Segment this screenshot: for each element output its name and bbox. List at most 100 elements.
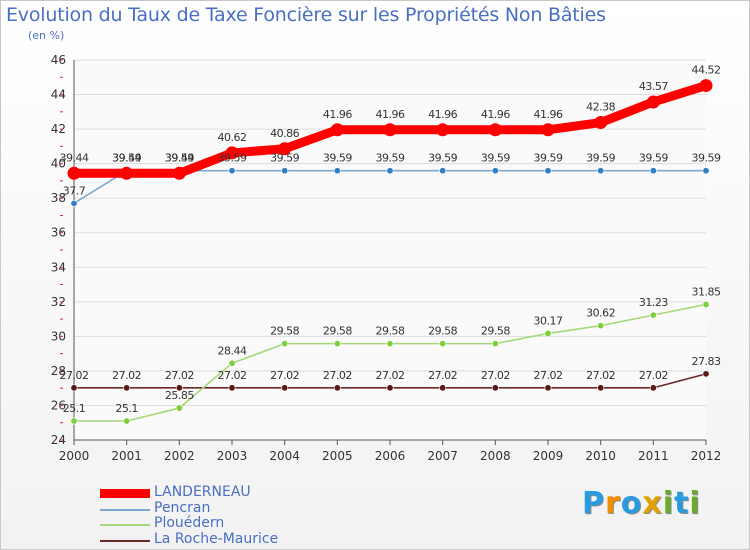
data-point <box>597 322 605 330</box>
logo-letter: t <box>674 486 690 521</box>
x-tick-label: 2007 <box>427 449 458 463</box>
data-label: 25.85 <box>165 389 194 402</box>
data-point <box>544 384 552 392</box>
y-tick-label: 32 <box>51 295 66 309</box>
x-tick-label: 2002 <box>164 449 195 463</box>
data-label: 39.59 <box>428 152 457 165</box>
data-label: 29.58 <box>481 325 510 338</box>
series-lines <box>67 79 713 425</box>
data-label: 27.02 <box>60 369 89 382</box>
data-point <box>702 370 710 378</box>
data-point <box>123 384 131 392</box>
chart-title: Evolution du Taux de Taxe Foncière sur l… <box>6 4 606 26</box>
data-label: 37.7 <box>63 184 86 197</box>
data-label: 27.02 <box>534 369 563 382</box>
data-label: 29.58 <box>428 325 457 338</box>
data-point <box>330 123 344 137</box>
data-label: 39.59 <box>639 152 668 165</box>
data-point <box>281 340 289 348</box>
data-point <box>439 384 447 392</box>
data-label: 25.1 <box>115 402 138 415</box>
x-tick-label: 2005 <box>322 449 353 463</box>
data-label: 29.58 <box>323 325 352 338</box>
data-label: 29.58 <box>376 325 405 338</box>
data-point <box>439 167 447 175</box>
y-tick-label: 28 <box>51 364 66 378</box>
data-label: 25.1 <box>63 402 86 415</box>
data-point <box>488 123 502 137</box>
legend-swatch <box>100 508 150 511</box>
data-label: 31.23 <box>639 296 668 309</box>
y-tick-label: 46 <box>51 53 66 67</box>
legend-label: La Roche-Maurice <box>154 530 279 547</box>
data-point <box>70 199 78 207</box>
data-label: 27.02 <box>112 369 141 382</box>
y-tick-label: 38 <box>51 191 66 205</box>
data-label: 39.59 <box>165 152 194 165</box>
data-point <box>70 417 78 425</box>
data-point <box>594 116 608 130</box>
unit-label: (en %) <box>28 29 65 42</box>
data-label: 39.59 <box>376 152 405 165</box>
data-point <box>225 146 239 160</box>
data-label: 27.02 <box>428 369 457 382</box>
x-tick-label: 2011 <box>638 449 669 463</box>
data-label: 27.02 <box>639 369 668 382</box>
data-point <box>597 384 605 392</box>
data-label: 28.44 <box>218 344 247 357</box>
data-label: 31.85 <box>692 285 721 298</box>
data-point <box>649 167 657 175</box>
data-point <box>491 167 499 175</box>
data-point <box>702 300 710 308</box>
y-tick-label: 42 <box>51 122 66 136</box>
data-point <box>228 359 236 367</box>
data-label: 39.44 <box>112 151 141 164</box>
data-label: 30.62 <box>586 307 615 320</box>
data-labels: 39.44 39.44 39.44 40.62 40.86 41.96 41.96 41.96… <box>60 64 722 415</box>
logo-letter: i <box>689 486 701 521</box>
legend-swatch <box>100 489 150 498</box>
data-point <box>491 384 499 392</box>
legend-swatch <box>100 539 150 542</box>
data-point <box>699 79 713 93</box>
logo-letter: P <box>582 486 605 521</box>
y-tick-label: 26 <box>51 398 66 412</box>
data-point <box>383 123 397 137</box>
data-label: 40.62 <box>218 131 247 144</box>
x-tick-label: 2001 <box>111 449 142 463</box>
y-tick-label: 24 <box>51 433 66 447</box>
data-label: 40.86 <box>270 127 299 140</box>
data-label: 42.38 <box>586 101 615 114</box>
logo-letter: o <box>620 486 643 521</box>
data-label: 39.59 <box>481 152 510 165</box>
x-tick-label: 2008 <box>480 449 511 463</box>
logo-letter: x <box>642 486 663 521</box>
data-point <box>491 340 499 348</box>
data-point <box>175 404 183 412</box>
data-point <box>281 167 289 175</box>
data-label: 44.52 <box>692 64 721 77</box>
data-point <box>649 384 657 392</box>
data-label: 39.59 <box>270 152 299 165</box>
data-point <box>281 384 289 392</box>
x-tick-label: 2012 <box>691 449 722 463</box>
data-label: 39.59 <box>692 152 721 165</box>
data-point <box>333 340 341 348</box>
data-point <box>439 340 447 348</box>
data-point <box>70 384 78 392</box>
x-tick-label: 2004 <box>269 449 300 463</box>
y-tick-label: 44 <box>51 88 66 102</box>
data-point <box>544 329 552 337</box>
y-tick-label: 40 <box>51 157 66 171</box>
x-tick-label: 2009 <box>533 449 564 463</box>
data-point <box>541 123 555 137</box>
data-point <box>123 417 131 425</box>
data-point <box>702 167 710 175</box>
x-tick-label: 2006 <box>375 449 406 463</box>
data-label: 39.59 <box>323 152 352 165</box>
data-label: 29.58 <box>270 325 299 338</box>
data-point <box>649 311 657 319</box>
y-tick-label: 30 <box>51 329 66 343</box>
data-label: 27.02 <box>586 369 615 382</box>
